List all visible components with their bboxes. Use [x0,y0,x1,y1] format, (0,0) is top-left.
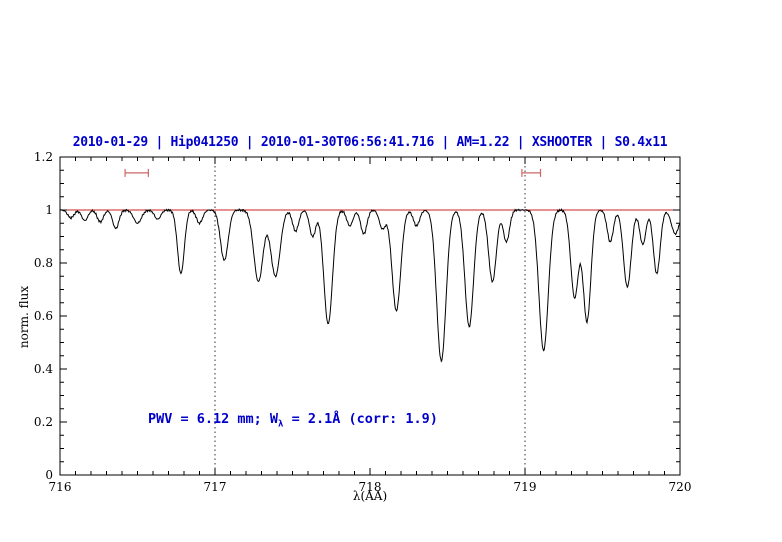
x-tick-label: 718 [359,480,382,494]
y-tick-label: 1 [45,203,53,217]
lambda-subscript: λ [278,419,284,430]
x-tick-label: 717 [204,480,227,494]
pwv-annotation-text: PWV = 6.12 mm; W [148,411,279,427]
y-tick-label: 0 [45,468,53,482]
y-axis-label: norm. flux [17,285,31,349]
plot-title: 2010-01-29 | Hip041250 | 2010-01-30T06:5… [72,135,668,150]
x-tick-label: 716 [49,480,72,494]
y-tick-label: 0.8 [34,256,53,270]
y-tick-label: 1.2 [34,150,53,164]
y-tick-label: 0.6 [34,309,53,323]
pwv-annotation-text-2: = 2.1Å (corr: 1.9) [283,411,438,427]
x-tick-label: 720 [669,480,692,494]
pwv-annotation: PWV = 6.12 mm; Wλ = 2.1Å (corr: 1.9) [148,411,438,430]
y-tick-label: 0.2 [34,415,53,429]
x-tick-label: 719 [514,480,537,494]
spectrum-path [59,207,681,363]
y-tick-label: 0.4 [34,362,53,376]
x-axis-label: λ(AA) [352,489,388,503]
